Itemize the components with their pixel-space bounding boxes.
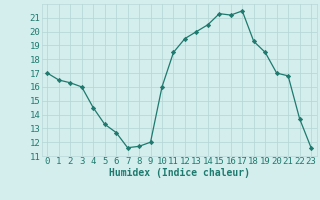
X-axis label: Humidex (Indice chaleur): Humidex (Indice chaleur) — [109, 168, 250, 178]
